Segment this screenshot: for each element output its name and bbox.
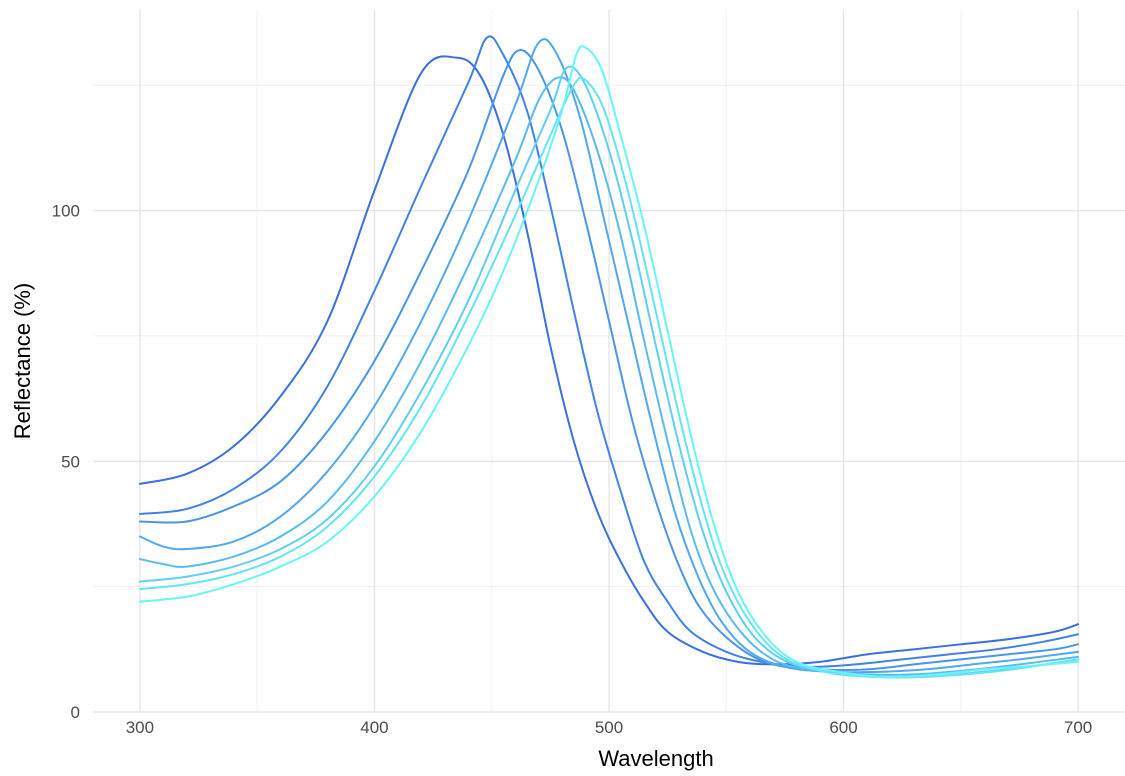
series-line-2 <box>138 35 1080 668</box>
series-line-3 <box>138 49 1080 672</box>
plot-grid <box>93 10 1125 713</box>
x-tick-label: 300 <box>126 718 154 737</box>
y-axis-title: Reflectance (%) <box>10 283 35 440</box>
series-line-1 <box>138 55 1080 666</box>
x-tick-label: 500 <box>595 718 623 737</box>
x-tick-label: 700 <box>1064 718 1092 737</box>
y-tick-label: 100 <box>52 202 80 221</box>
series-line-8 <box>138 45 1080 678</box>
x-tick-label: 600 <box>829 718 857 737</box>
series-group <box>138 35 1080 679</box>
y-tick-label: 0 <box>71 703 80 722</box>
tick-labels: 300 400 500 600 700 0 50 100 <box>52 202 1093 737</box>
y-tick-label: 50 <box>61 452 80 471</box>
series-line-7 <box>138 76 1080 679</box>
x-tick-label: 400 <box>360 718 388 737</box>
x-axis-title: Wavelength <box>598 746 713 771</box>
